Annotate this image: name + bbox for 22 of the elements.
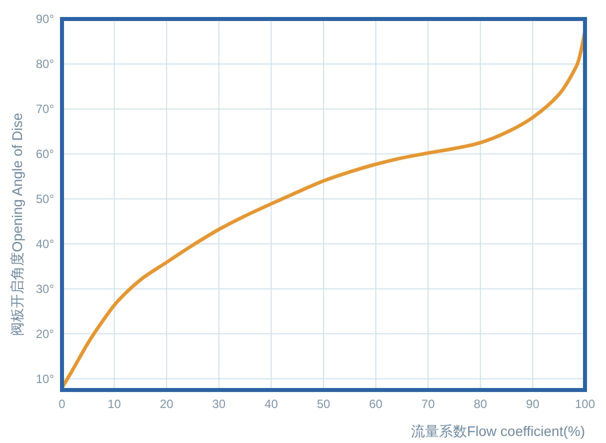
x-tick-label: 100 <box>574 397 596 411</box>
y-axis-title: 阀板开启角度Opening Angle of Dise <box>9 112 25 336</box>
x-tick-label: 40 <box>264 397 278 411</box>
x-tick-label: 80 <box>474 397 488 411</box>
y-tick-label: 90° <box>36 12 54 26</box>
x-tick-label: 10 <box>108 397 122 411</box>
x-tick-label: 50 <box>316 397 330 411</box>
x-axis-title: 流量系数Flow coefficient(%) <box>410 423 585 439</box>
y-tick-label: 10° <box>36 372 54 386</box>
x-tick-label: 90 <box>526 397 540 411</box>
y-tick-label: 80° <box>36 56 54 71</box>
x-tick-label: 20 <box>160 397 174 411</box>
y-tick-label: 50° <box>36 192 54 206</box>
y-tick-label: 60° <box>36 146 54 161</box>
x-tick-label: 0 <box>58 397 66 411</box>
y-tick-label: 40° <box>36 236 54 251</box>
y-tick-label: 30° <box>36 282 54 296</box>
x-tick-label: 70 <box>421 397 436 411</box>
x-tick-label: 60 <box>369 397 383 411</box>
y-tick-label: 20° <box>36 326 54 341</box>
x-tick-label: 30 <box>212 397 226 411</box>
y-tick-label: 70° <box>36 102 54 116</box>
